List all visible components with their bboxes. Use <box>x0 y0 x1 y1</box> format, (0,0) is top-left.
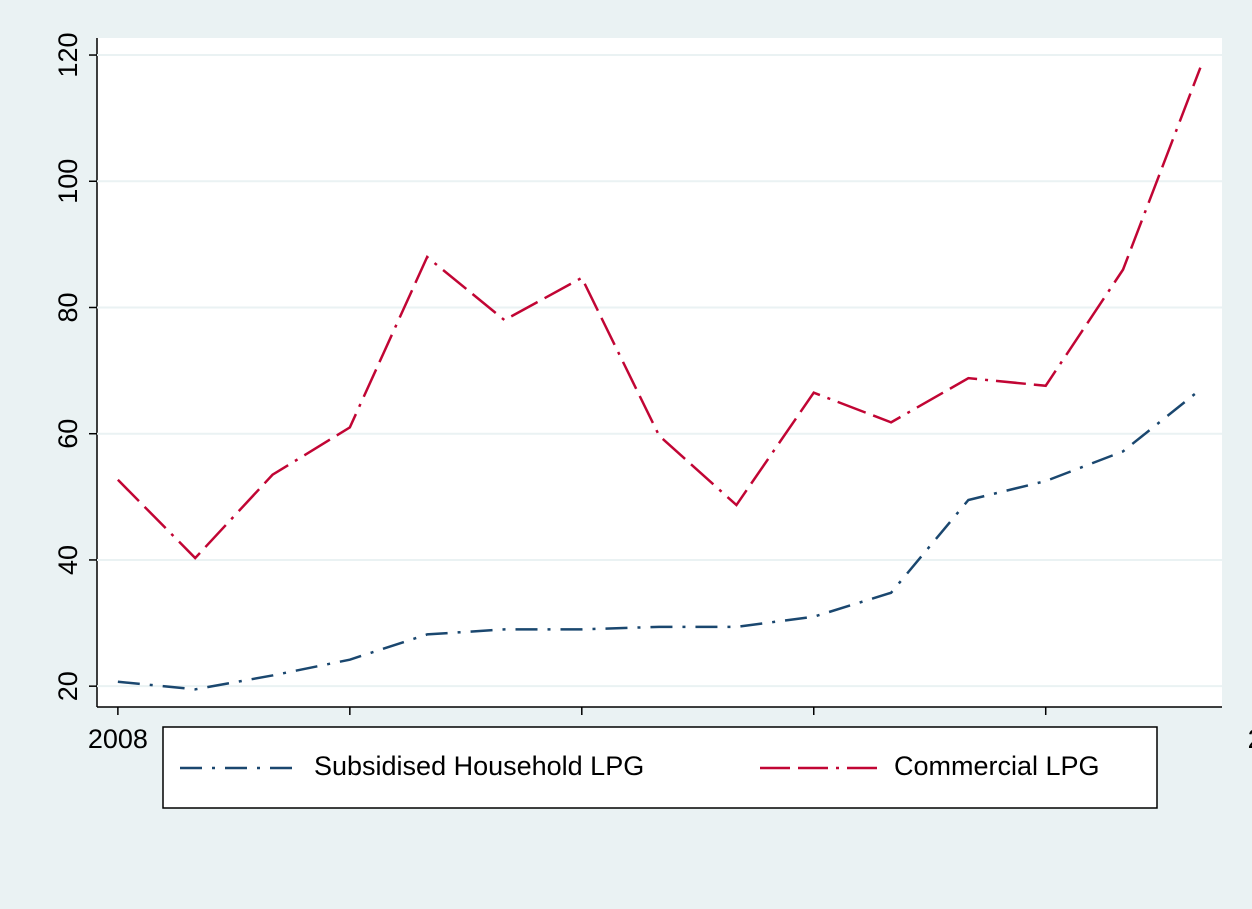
line <box>117 388 1202 691</box>
y-tick-label: 120 <box>53 33 83 78</box>
y-tick-label: 100 <box>53 159 83 204</box>
y-tick-label: 80 <box>53 292 83 322</box>
y-tick-label: 40 <box>53 545 83 575</box>
x-tick-label: 2008 <box>88 724 148 754</box>
x-tick-label: 2023 <box>1248 724 1252 754</box>
legend-label: Subsidised Household LPG <box>314 751 644 781</box>
y-tick-label: 60 <box>53 419 83 449</box>
legend <box>162 726 1158 809</box>
y-tick-label: 20 <box>53 671 83 701</box>
plot-area <box>97 38 1222 707</box>
legend-label: Commercial LPG <box>894 751 1100 781</box>
line <box>116 67 1202 560</box>
